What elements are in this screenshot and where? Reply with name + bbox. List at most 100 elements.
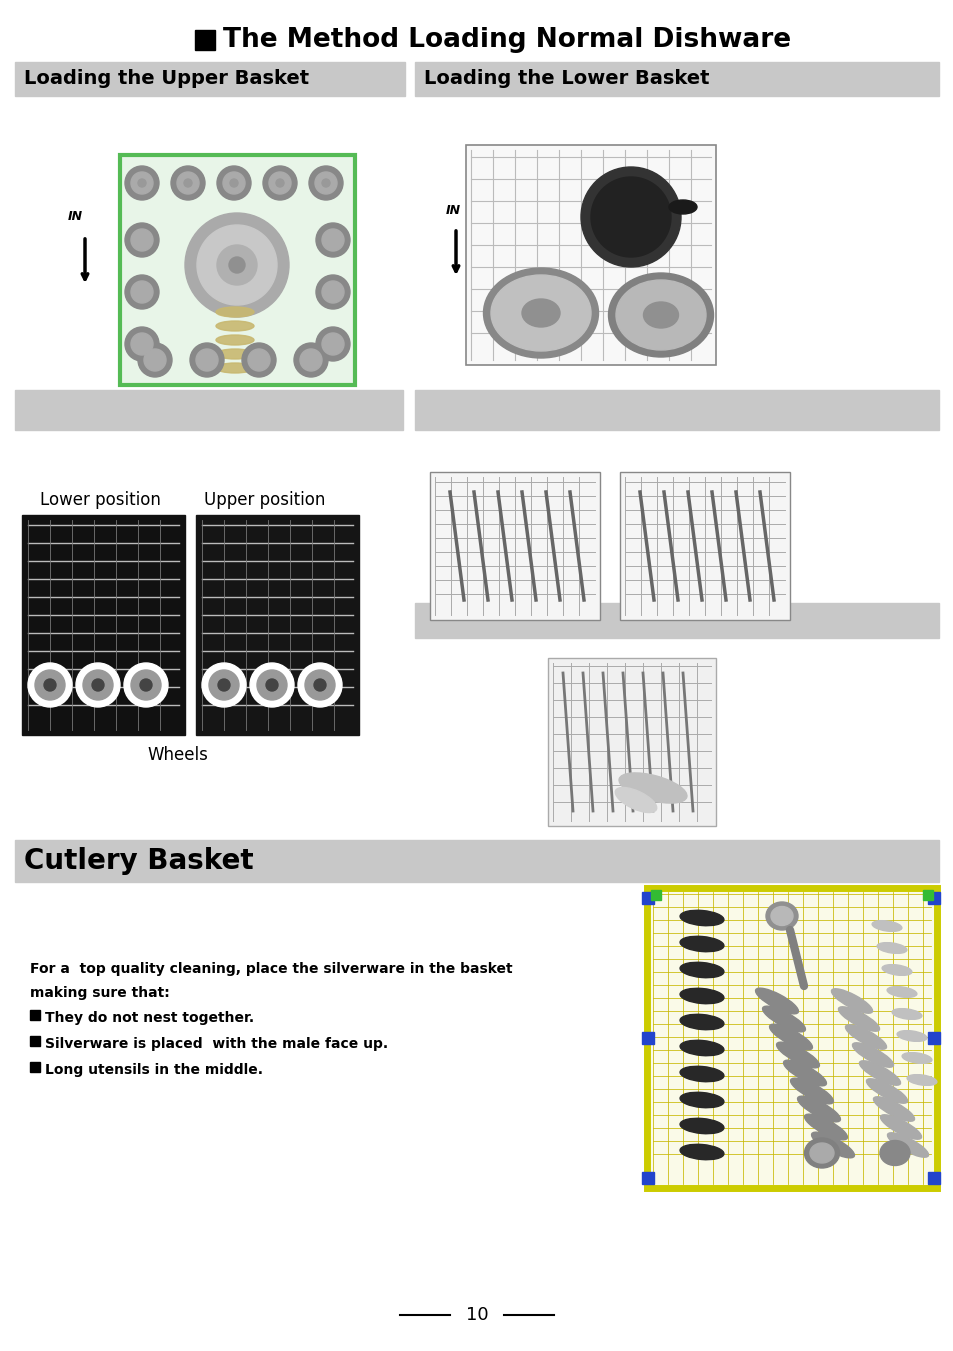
Ellipse shape: [803, 1138, 839, 1169]
Ellipse shape: [215, 280, 253, 289]
Text: Cutlery Basket: Cutlery Basket: [24, 847, 253, 875]
Ellipse shape: [803, 1115, 846, 1140]
Ellipse shape: [761, 1006, 804, 1032]
Ellipse shape: [838, 1006, 879, 1031]
Text: Upper position: Upper position: [204, 490, 325, 509]
Circle shape: [305, 670, 335, 700]
Circle shape: [322, 281, 344, 303]
Circle shape: [124, 663, 168, 707]
Bar: [30, 1062, 40, 1071]
Circle shape: [242, 343, 275, 377]
Circle shape: [314, 172, 336, 195]
Ellipse shape: [616, 280, 705, 350]
Circle shape: [131, 172, 152, 195]
Ellipse shape: [886, 986, 916, 997]
Circle shape: [322, 332, 344, 355]
Bar: [415, 390, 938, 430]
Ellipse shape: [776, 1042, 819, 1067]
Text: making sure that:: making sure that:: [30, 986, 170, 1000]
Circle shape: [190, 343, 224, 377]
Circle shape: [256, 670, 287, 700]
Bar: [22, 413, 32, 420]
Circle shape: [230, 178, 237, 186]
Ellipse shape: [215, 363, 253, 373]
Circle shape: [125, 327, 159, 361]
Circle shape: [315, 276, 350, 309]
Ellipse shape: [215, 265, 253, 276]
Circle shape: [131, 281, 152, 303]
Ellipse shape: [215, 335, 253, 345]
Ellipse shape: [880, 1115, 921, 1139]
Text: Lower position: Lower position: [39, 490, 160, 509]
Ellipse shape: [643, 303, 678, 328]
Ellipse shape: [811, 1132, 854, 1158]
Ellipse shape: [770, 907, 792, 925]
Circle shape: [35, 670, 65, 700]
Bar: [619, 471, 789, 620]
Bar: [30, 1036, 40, 1046]
Ellipse shape: [765, 902, 797, 929]
Bar: [927, 1173, 939, 1183]
Bar: [30, 1011, 40, 1020]
Ellipse shape: [876, 943, 906, 954]
Circle shape: [185, 213, 289, 317]
Circle shape: [138, 343, 172, 377]
Text: 10: 10: [465, 1306, 488, 1324]
Ellipse shape: [831, 989, 872, 1013]
Circle shape: [171, 166, 205, 200]
Bar: [650, 890, 660, 900]
Circle shape: [269, 172, 291, 195]
Circle shape: [218, 680, 230, 690]
Bar: [923, 890, 932, 900]
Ellipse shape: [483, 267, 598, 358]
Circle shape: [263, 166, 296, 200]
Circle shape: [315, 223, 350, 257]
Circle shape: [294, 343, 328, 377]
Circle shape: [83, 670, 112, 700]
Ellipse shape: [809, 1143, 833, 1163]
Circle shape: [125, 166, 159, 200]
Circle shape: [131, 332, 152, 355]
Bar: [415, 603, 938, 638]
Text: They do not nest together.: They do not nest together.: [45, 1011, 253, 1025]
Ellipse shape: [679, 1093, 723, 1108]
Ellipse shape: [668, 200, 697, 213]
Circle shape: [209, 670, 239, 700]
Circle shape: [248, 349, 270, 372]
Ellipse shape: [797, 1096, 840, 1121]
Text: Silverware is placed  with the male face up.: Silverware is placed with the male face …: [45, 1038, 388, 1051]
Circle shape: [216, 166, 251, 200]
Circle shape: [202, 663, 246, 707]
Bar: [15, 62, 405, 96]
Ellipse shape: [618, 773, 686, 802]
Circle shape: [177, 172, 199, 195]
Ellipse shape: [886, 1132, 927, 1158]
Ellipse shape: [891, 1009, 921, 1020]
Text: The Method Loading Normal Dishware: The Method Loading Normal Dishware: [223, 27, 790, 53]
Bar: [15, 840, 938, 882]
Bar: [646, 888, 936, 1188]
Ellipse shape: [782, 1061, 825, 1086]
Bar: [22, 515, 185, 735]
Circle shape: [76, 663, 120, 707]
Ellipse shape: [215, 251, 253, 261]
Circle shape: [223, 172, 245, 195]
Bar: [22, 390, 32, 399]
Ellipse shape: [679, 962, 723, 978]
Circle shape: [138, 178, 146, 186]
Ellipse shape: [215, 293, 253, 303]
Ellipse shape: [679, 1015, 723, 1029]
Circle shape: [315, 327, 350, 361]
Bar: [927, 892, 939, 904]
Circle shape: [275, 178, 284, 186]
Circle shape: [216, 245, 256, 285]
Ellipse shape: [906, 1074, 936, 1085]
Circle shape: [144, 349, 166, 372]
Circle shape: [266, 680, 277, 690]
Ellipse shape: [491, 276, 590, 351]
Circle shape: [91, 680, 104, 690]
Ellipse shape: [679, 1066, 723, 1082]
Text: IN: IN: [446, 204, 460, 216]
Circle shape: [125, 276, 159, 309]
Circle shape: [299, 349, 322, 372]
